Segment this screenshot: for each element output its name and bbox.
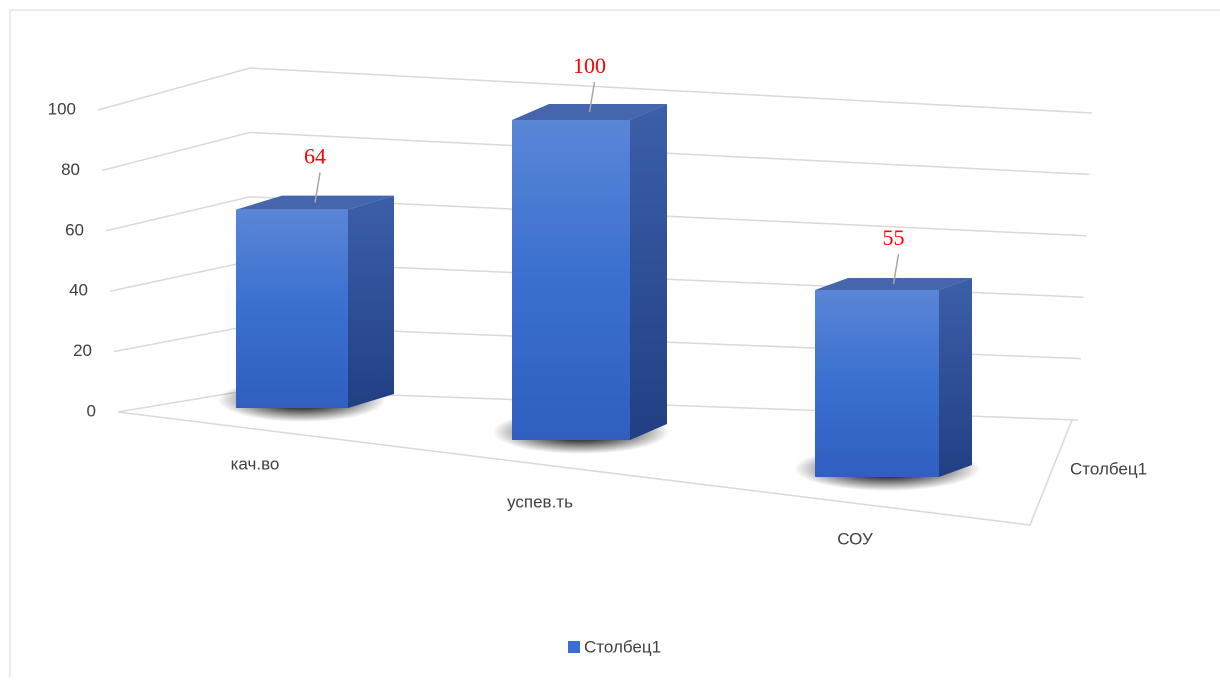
value-label: 100: [573, 53, 606, 78]
legend-swatch: [568, 641, 580, 653]
x-tick-label: кач.во: [231, 454, 280, 473]
grid-line: [97, 67, 1093, 114]
bar-side: [630, 104, 667, 440]
y-tick-label: 20: [73, 341, 92, 360]
floor-edge: [117, 411, 1073, 526]
value-label: 55: [883, 225, 905, 250]
bar-side: [348, 195, 394, 408]
legend-label: Столбец1: [584, 637, 661, 656]
value-label: 64: [304, 144, 326, 169]
bar: [236, 209, 348, 408]
bar: [815, 290, 939, 477]
leader-line: [588, 81, 596, 113]
bar-side: [939, 278, 972, 477]
y-tick-label: 100: [48, 99, 76, 118]
grid-line: [101, 131, 1090, 176]
leader-line: [314, 172, 321, 203]
x-tick-label: успев.ть: [507, 492, 573, 511]
leader-line: [892, 253, 900, 285]
y-tick-label: 80: [61, 160, 80, 179]
grid-line: [105, 196, 1087, 237]
y-tick-label: 40: [69, 281, 88, 300]
depth-axis-label: Столбец1: [1070, 459, 1147, 478]
x-tick-label: СОУ: [837, 529, 873, 548]
chart-border: [9, 9, 1220, 682]
y-tick-label: 60: [65, 220, 84, 239]
y-tick-label: 0: [87, 401, 96, 420]
bar: [512, 120, 630, 440]
